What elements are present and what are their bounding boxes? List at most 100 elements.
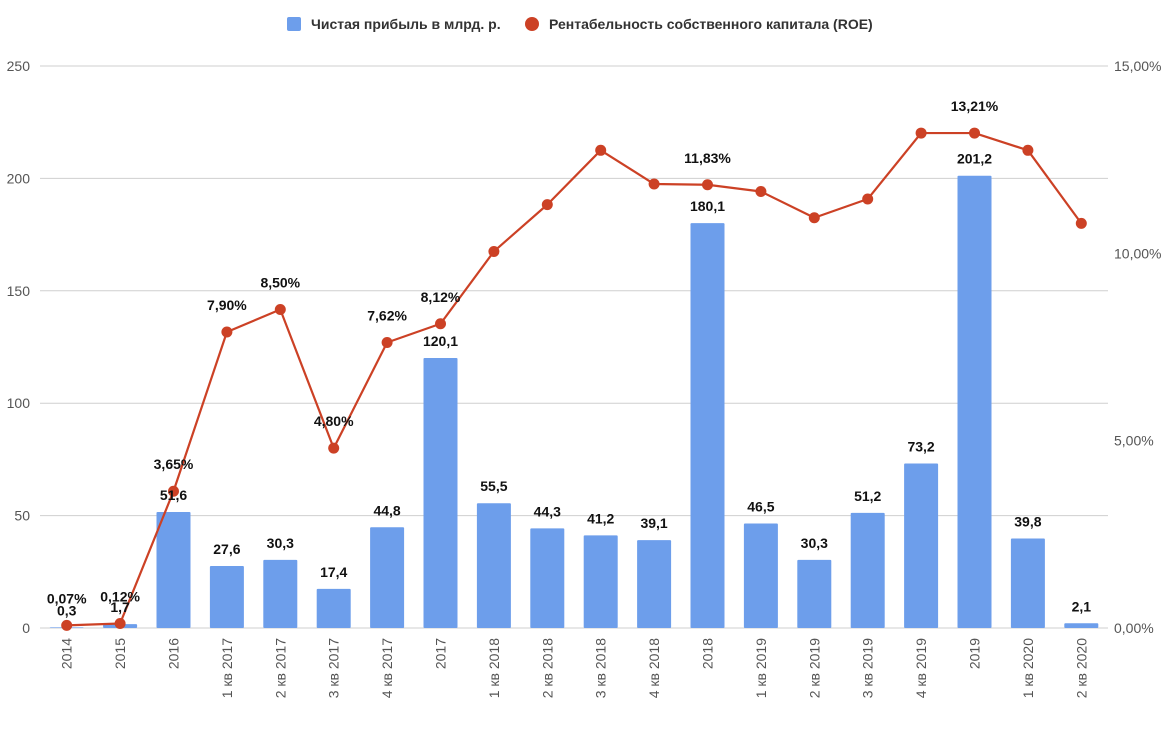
bar-data-labels: 0,3 1,7 51,6 27,6 30,3 17,4 44,8 120,1 55,5 44,3 4… <box>57 151 1091 619</box>
x-tick-label: 2017 <box>433 638 449 669</box>
chart-legend: Чистая прибыль в млрд. р. Рентабельность… <box>287 16 873 32</box>
roe-line <box>66 131 1083 627</box>
bar <box>690 223 725 628</box>
bar <box>583 535 618 628</box>
x-tick-label: 2 кв 2018 <box>539 638 555 698</box>
x-tick-label: 1 кв 2019 <box>753 638 769 698</box>
y-left-tick-label: 0 <box>22 620 30 636</box>
bar <box>957 175 992 628</box>
bar <box>904 463 939 628</box>
roe-point <box>969 127 980 139</box>
y-left-tick-label: 150 <box>7 283 31 299</box>
roe-point <box>114 618 126 630</box>
bar <box>370 527 405 628</box>
roe-point <box>648 178 660 190</box>
y-right-tick-label: 5,00% <box>1114 433 1154 449</box>
roe-value-label: 4,80% <box>314 413 354 429</box>
bar-value-label: 2,1 <box>1072 598 1092 614</box>
bar-value-label: 30,3 <box>267 535 294 551</box>
roe-point <box>915 127 927 139</box>
roe-point <box>595 144 607 156</box>
roe-point <box>755 186 767 198</box>
roe-point <box>488 245 500 257</box>
bar-value-label: 17,4 <box>320 564 347 580</box>
x-tick-label: 3 кв 2017 <box>326 638 342 698</box>
roe-point <box>328 442 340 454</box>
roe-point <box>168 485 179 497</box>
roe-point <box>221 326 233 338</box>
x-tick-label: 2019 <box>967 638 983 669</box>
legend-label-net-profit: Чистая прибыль в млрд. р. <box>311 16 501 32</box>
bar <box>637 540 672 628</box>
x-tick-label: 2018 <box>700 638 716 669</box>
x-tick-label: 2015 <box>112 638 128 669</box>
roe-value-label: 8,50% <box>260 275 300 291</box>
bar <box>530 528 565 628</box>
bar <box>1064 623 1099 628</box>
right-axis: 0,00% 5,00% 10,00% 15,00% <box>1114 58 1161 636</box>
x-tick-label: 1 кв 2017 <box>219 638 235 698</box>
bar-value-label: 0,3 <box>57 602 77 618</box>
x-axis: 2014 2015 2016 1 кв 2017 2 кв 2017 3 кв 2017 4… <box>59 638 1090 698</box>
left-axis: 0 50 100 150 200 250 <box>7 58 31 636</box>
line-series-roe <box>61 127 1087 631</box>
bar <box>263 559 298 628</box>
line-data-labels: 0,07% 0,12% 3,65% 7,90% 8,50% 4,80% 7,62% 8,12%… <box>47 98 999 606</box>
roe-point <box>862 193 874 205</box>
grid-lines <box>40 65 1108 629</box>
x-tick-label: 2016 <box>166 638 182 669</box>
roe-point <box>61 619 73 631</box>
bar-value-label: 27,6 <box>213 541 240 557</box>
roe-point <box>1022 144 1034 156</box>
x-tick-label: 1 кв 2018 <box>486 638 502 698</box>
roe-point <box>808 212 820 224</box>
bar-value-label: 201,2 <box>957 151 992 167</box>
x-tick-label: 4 кв 2018 <box>646 638 662 698</box>
y-left-tick-label: 250 <box>7 58 31 74</box>
roe-value-label: 0,07% <box>47 590 87 606</box>
x-tick-label: 2014 <box>59 638 75 669</box>
y-right-tick-label: 0,00% <box>1114 620 1154 636</box>
bar-value-label: 1,7 <box>110 599 130 615</box>
bar-value-label: 44,8 <box>373 502 400 518</box>
bar <box>743 523 778 628</box>
bar <box>316 588 351 628</box>
roe-value-label: 3,65% <box>154 456 194 472</box>
x-tick-label: 1 кв 2020 <box>1020 638 1036 698</box>
roe-value-label: 7,62% <box>367 308 407 324</box>
y-left-tick-label: 50 <box>14 508 30 524</box>
x-tick-label: 2 кв 2019 <box>806 638 822 698</box>
bar-value-label: 73,2 <box>907 438 934 454</box>
y-right-tick-label: 10,00% <box>1114 245 1161 261</box>
bar-value-label: 41,2 <box>587 510 614 526</box>
bar-value-label: 30,3 <box>801 535 828 551</box>
y-left-tick-label: 100 <box>7 395 31 411</box>
roe-point <box>381 337 393 349</box>
bar-value-label: 55,5 <box>480 478 507 494</box>
bar-value-label: 51,2 <box>854 488 881 504</box>
bar-value-label: 39,1 <box>640 515 667 531</box>
roe-point <box>1075 217 1087 229</box>
bar-value-label: 180,1 <box>690 198 725 214</box>
x-tick-label: 4 кв 2019 <box>913 638 929 698</box>
roe-point <box>435 318 446 330</box>
roe-point <box>541 199 553 211</box>
bar-value-label: 44,3 <box>534 503 561 519</box>
bar <box>209 565 244 628</box>
legend-marker-net-profit <box>287 17 301 31</box>
bar <box>1010 538 1045 628</box>
bar <box>156 512 191 628</box>
bar <box>423 358 458 628</box>
roe-value-label: 0,12% <box>100 589 140 605</box>
bar <box>476 503 511 628</box>
bar <box>850 512 885 628</box>
x-tick-label: 2 кв 2020 <box>1073 638 1089 698</box>
roe-value-label: 8,12% <box>421 289 461 305</box>
x-tick-label: 3 кв 2019 <box>860 638 876 698</box>
roe-value-label: 13,21% <box>951 98 999 114</box>
y-left-tick-label: 200 <box>7 170 31 186</box>
x-tick-label: 2 кв 2017 <box>272 638 288 698</box>
bar-value-label: 39,8 <box>1014 514 1041 530</box>
bar-value-label: 46,5 <box>747 498 774 514</box>
